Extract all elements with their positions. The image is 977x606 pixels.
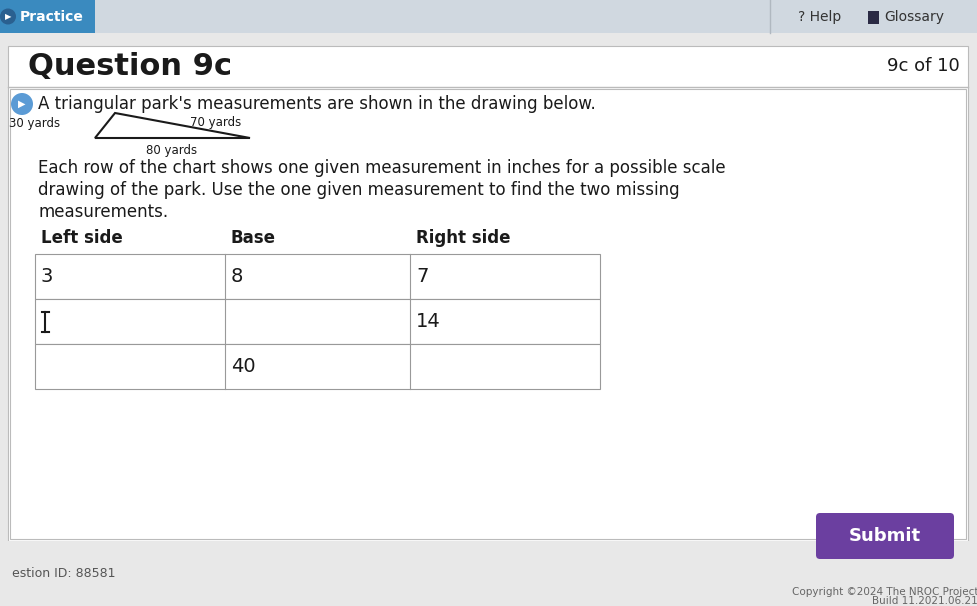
Text: Submit: Submit (848, 527, 920, 545)
Text: Question 9c: Question 9c (28, 52, 232, 81)
FancyBboxPatch shape (815, 513, 953, 559)
Text: 7: 7 (415, 267, 428, 286)
FancyBboxPatch shape (0, 0, 977, 33)
Text: 40: 40 (231, 357, 255, 376)
FancyBboxPatch shape (10, 89, 965, 539)
FancyBboxPatch shape (35, 299, 599, 344)
Text: 3: 3 (41, 267, 54, 286)
Text: Copyright ©2024 The NROC Project: Copyright ©2024 The NROC Project (790, 587, 977, 597)
Text: ▶: ▶ (19, 99, 25, 109)
Text: drawing of the park. Use the one given measurement to find the two missing: drawing of the park. Use the one given m… (38, 181, 679, 199)
Text: 8: 8 (231, 267, 243, 286)
Text: Right side: Right side (415, 229, 510, 247)
Text: 9c of 10: 9c of 10 (886, 57, 959, 75)
Text: Base: Base (231, 229, 276, 247)
Bar (868, 10, 878, 24)
Text: 30 yards: 30 yards (9, 116, 60, 130)
Text: 14: 14 (415, 312, 441, 331)
Text: Glossary: Glossary (883, 10, 943, 24)
FancyBboxPatch shape (0, 541, 977, 606)
FancyBboxPatch shape (8, 46, 967, 541)
Text: 70 yards: 70 yards (190, 116, 241, 128)
FancyBboxPatch shape (35, 344, 599, 389)
Text: measurements.: measurements. (38, 203, 168, 221)
Text: 80 yards: 80 yards (147, 144, 197, 156)
Text: Practice: Practice (21, 10, 84, 24)
FancyBboxPatch shape (35, 254, 599, 299)
Text: ? Help: ? Help (797, 10, 841, 24)
Text: Build 11.2021.06.21: Build 11.2021.06.21 (871, 596, 977, 606)
Circle shape (11, 93, 33, 115)
Text: Each row of the chart shows one given measurement in inches for a possible scale: Each row of the chart shows one given me… (38, 159, 725, 177)
Text: estion ID: 88581: estion ID: 88581 (12, 567, 115, 580)
Text: A triangular park's measurements are shown in the drawing below.: A triangular park's measurements are sho… (38, 95, 595, 113)
FancyBboxPatch shape (0, 0, 95, 33)
Circle shape (0, 8, 16, 24)
Text: ▶: ▶ (5, 12, 12, 21)
Text: Left side: Left side (41, 229, 123, 247)
